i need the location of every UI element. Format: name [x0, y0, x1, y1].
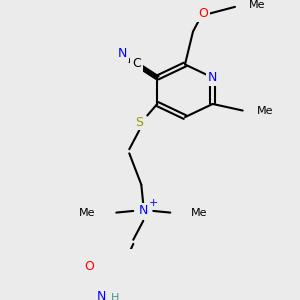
- Text: O: O: [198, 7, 208, 20]
- Text: Me: Me: [79, 208, 95, 218]
- Text: Me: Me: [191, 208, 208, 218]
- Text: O: O: [84, 260, 94, 273]
- Text: C: C: [132, 57, 141, 70]
- Text: H: H: [111, 293, 119, 300]
- Text: S: S: [135, 116, 143, 129]
- Text: +: +: [148, 198, 158, 208]
- Text: N: N: [139, 204, 148, 218]
- Text: N: N: [118, 47, 127, 60]
- Text: Me: Me: [257, 106, 273, 116]
- Text: Me: Me: [249, 0, 266, 10]
- Text: N: N: [97, 290, 106, 300]
- Text: N: N: [208, 71, 218, 84]
